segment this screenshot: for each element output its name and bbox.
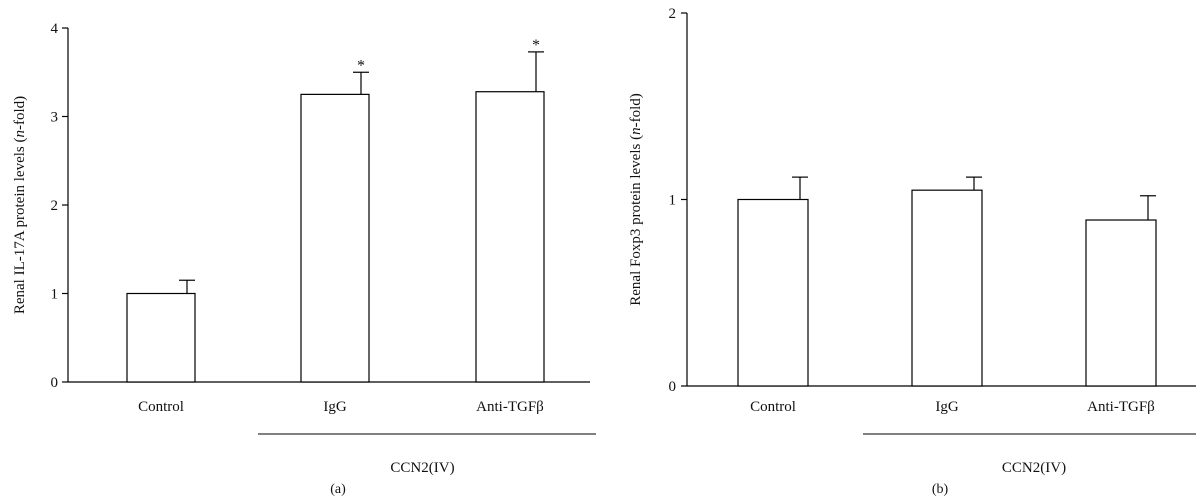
y-axis-label-part: n — [12, 130, 28, 138]
significance-marker-3: * — [532, 37, 540, 54]
y-axis-label-part: -fold) — [628, 93, 644, 127]
category-label-2: IgG — [935, 399, 958, 415]
y-tick-label: 2 — [51, 198, 59, 214]
y-tick-label: 0 — [669, 379, 677, 395]
bar-3 — [475, 91, 545, 383]
category-label-1: Control — [750, 399, 796, 415]
panel-label: (a) — [330, 482, 346, 497]
y-axis-label: Renal IL-17A protein levels (n-fold) — [12, 96, 28, 314]
y-axis-label: Renal Foxp3 protein levels (n-fold) — [628, 93, 644, 305]
panel-b-chart: 0 1 2 Control IgG Anti-TGFβ Renal Foxp3 protei… — [628, 6, 1196, 497]
bar-2 — [911, 189, 983, 387]
bar-3 — [1085, 219, 1157, 387]
y-axis-label-part: Renal IL-17A protein levels ( — [12, 138, 28, 315]
y-axis-label-part: Renal Foxp3 protein levels ( — [628, 135, 644, 306]
y-tick-label: 4 — [51, 21, 59, 37]
y-axis-label-part: -fold) — [12, 96, 28, 130]
y-tick-label: 3 — [51, 110, 59, 126]
bar-1 — [737, 198, 809, 387]
panel-label: (b) — [932, 482, 949, 497]
bar-2 — [300, 93, 370, 383]
y-tick-label: 2 — [669, 6, 677, 22]
y-tick-label: 1 — [51, 287, 59, 303]
group-label: CCN2(IV) — [390, 460, 454, 476]
group-label: CCN2(IV) — [1002, 460, 1066, 476]
category-label-2: IgG — [323, 399, 346, 415]
y-tick-label: 1 — [669, 193, 677, 209]
category-label-3: Anti-TGFβ — [476, 399, 544, 415]
significance-marker-2: * — [357, 57, 365, 74]
y-tick-label: 0 — [51, 375, 59, 391]
y-axis-label-part: n — [628, 127, 644, 135]
bar-1 — [126, 292, 196, 383]
category-label-1: Control — [138, 399, 184, 415]
panel-a-chart: 0 1 2 3 4 Control IgG * Anti-TGFβ * Renal IL-17A p… — [12, 21, 596, 497]
category-label-3: Anti-TGFβ — [1087, 399, 1155, 415]
